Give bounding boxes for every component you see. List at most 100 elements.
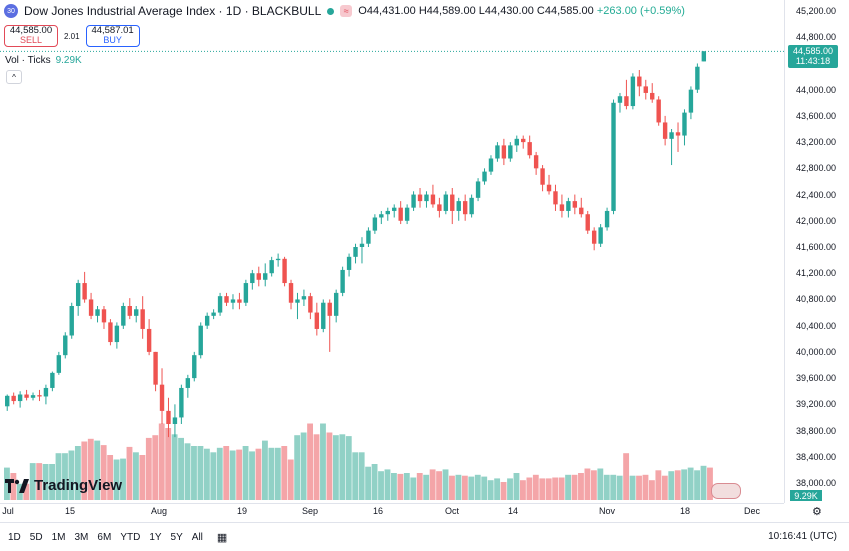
events-flag-icon[interactable] <box>711 483 741 499</box>
candle <box>456 197 461 221</box>
range-button-1d[interactable]: 1D <box>8 531 21 543</box>
range-button-1y[interactable]: 1Y <box>149 531 162 543</box>
volume-bar <box>23 483 30 500</box>
candle-body <box>359 243 365 247</box>
indicator-pill-icon[interactable]: ≈ <box>340 5 353 17</box>
time-tick-label: Sep <box>301 506 319 516</box>
candle-body <box>353 247 358 257</box>
candle-body <box>430 194 436 205</box>
goto-date-icon[interactable]: ▦ <box>216 531 228 544</box>
sell-button[interactable]: 44,585.00 SELL <box>4 25 58 47</box>
range-button-5d[interactable]: 5D <box>29 531 43 543</box>
candle-body <box>24 394 29 398</box>
ohlc-readout: O44,431.00 H44,589.00 L44,430.00 C44,585… <box>358 5 685 17</box>
price-tick-label: 43,200.00 <box>795 137 836 148</box>
volume-bar <box>391 473 397 500</box>
candle-body <box>95 309 100 316</box>
volume-legend[interactable]: Vol · Ticks 9.29K <box>5 55 82 66</box>
candle-body <box>56 355 62 373</box>
volume-bar <box>487 480 494 500</box>
candle <box>43 384 49 405</box>
ohlc-open: O44,431.00 <box>358 5 416 17</box>
range-button-5y[interactable]: 5Y <box>170 531 183 543</box>
candle-body <box>288 283 294 303</box>
price-axis[interactable]: 45,200.0044,800.0044,400.0044,000.0043,6… <box>784 0 849 503</box>
candle-body <box>675 132 681 136</box>
candle-body <box>69 306 74 336</box>
volume-bar <box>255 448 262 500</box>
volume-bar <box>42 464 49 500</box>
candle-body <box>559 204 565 211</box>
candle <box>656 96 661 126</box>
candle-body <box>527 142 532 156</box>
volume-bar <box>229 450 236 500</box>
candle <box>411 191 416 211</box>
time-tick-label: 14 <box>507 506 519 516</box>
candle-body <box>108 322 113 343</box>
candle <box>688 86 694 120</box>
volume-bar <box>661 475 668 500</box>
volume-bar <box>449 475 455 500</box>
volume-bar <box>236 449 243 500</box>
sell-price: 44,585.00 <box>9 25 53 37</box>
candle-body <box>5 395 10 407</box>
volume-bar <box>371 464 378 500</box>
volume-bar <box>597 468 604 500</box>
candle-body <box>495 145 500 159</box>
chart-canvas[interactable] <box>0 0 784 503</box>
candle-body <box>153 351 158 385</box>
candle <box>314 302 320 336</box>
candle <box>327 299 332 352</box>
candle <box>333 289 339 323</box>
time-axis[interactable]: Jul 15 Aug 19 Sep 16 Oct 14 Nov 18 Dec <box>0 503 784 520</box>
volume-bar <box>210 452 217 500</box>
buy-button[interactable]: 44,587.01 BUY <box>85 25 140 47</box>
market-status-icon[interactable] <box>327 7 335 15</box>
range-button-all[interactable]: All <box>191 531 203 543</box>
candle <box>637 70 642 97</box>
volume-legend-label: Vol · Ticks <box>5 55 51 66</box>
candle <box>121 302 126 329</box>
candle <box>256 266 261 287</box>
candle-body <box>230 299 236 303</box>
range-button-3m[interactable]: 3M <box>74 531 89 543</box>
candle-body <box>88 299 94 316</box>
candle <box>269 256 274 277</box>
candle <box>579 197 584 218</box>
candle-body <box>404 207 410 221</box>
volume-bar <box>403 473 410 500</box>
candle <box>211 309 216 320</box>
candle <box>559 194 565 218</box>
settings-gear-icon[interactable]: ⚙ <box>812 506 822 518</box>
volume-bar <box>81 441 88 500</box>
tradingview-logo-icon <box>5 478 29 493</box>
candle <box>359 237 365 264</box>
volume-bar <box>468 476 475 500</box>
volume-bar <box>320 423 326 500</box>
candle <box>385 207 390 221</box>
symbol-title[interactable]: Dow Jones Industrial Average Index · 1D … <box>24 4 322 18</box>
range-button-6m[interactable]: 6M <box>97 531 112 543</box>
volume-bar <box>165 428 172 500</box>
chart-pane[interactable] <box>0 0 784 503</box>
clock-readout[interactable]: 10:16:41 (UTC) <box>768 531 837 542</box>
buy-price: 44,587.01 <box>91 25 134 37</box>
candle-body <box>462 201 468 215</box>
volume-bar <box>481 476 488 500</box>
candle <box>243 279 249 306</box>
volume-bar <box>520 480 526 500</box>
volume-bar <box>571 474 578 500</box>
range-button-ytd[interactable]: YTD <box>120 531 141 543</box>
collapse-legend-icon[interactable]: ^ <box>6 70 22 84</box>
volume-bar <box>616 475 623 500</box>
candle-body <box>372 217 378 231</box>
volume-bar <box>429 469 436 500</box>
candle <box>5 394 10 411</box>
volume-legend-value: 9.29K <box>55 55 82 66</box>
candle-body <box>43 387 49 397</box>
range-button-1m[interactable]: 1M <box>51 531 66 543</box>
candle <box>624 79 629 110</box>
time-tick-label: 18 <box>679 506 691 516</box>
candle-body <box>553 191 558 205</box>
tradingview-watermark[interactable]: TradingView <box>5 477 122 494</box>
